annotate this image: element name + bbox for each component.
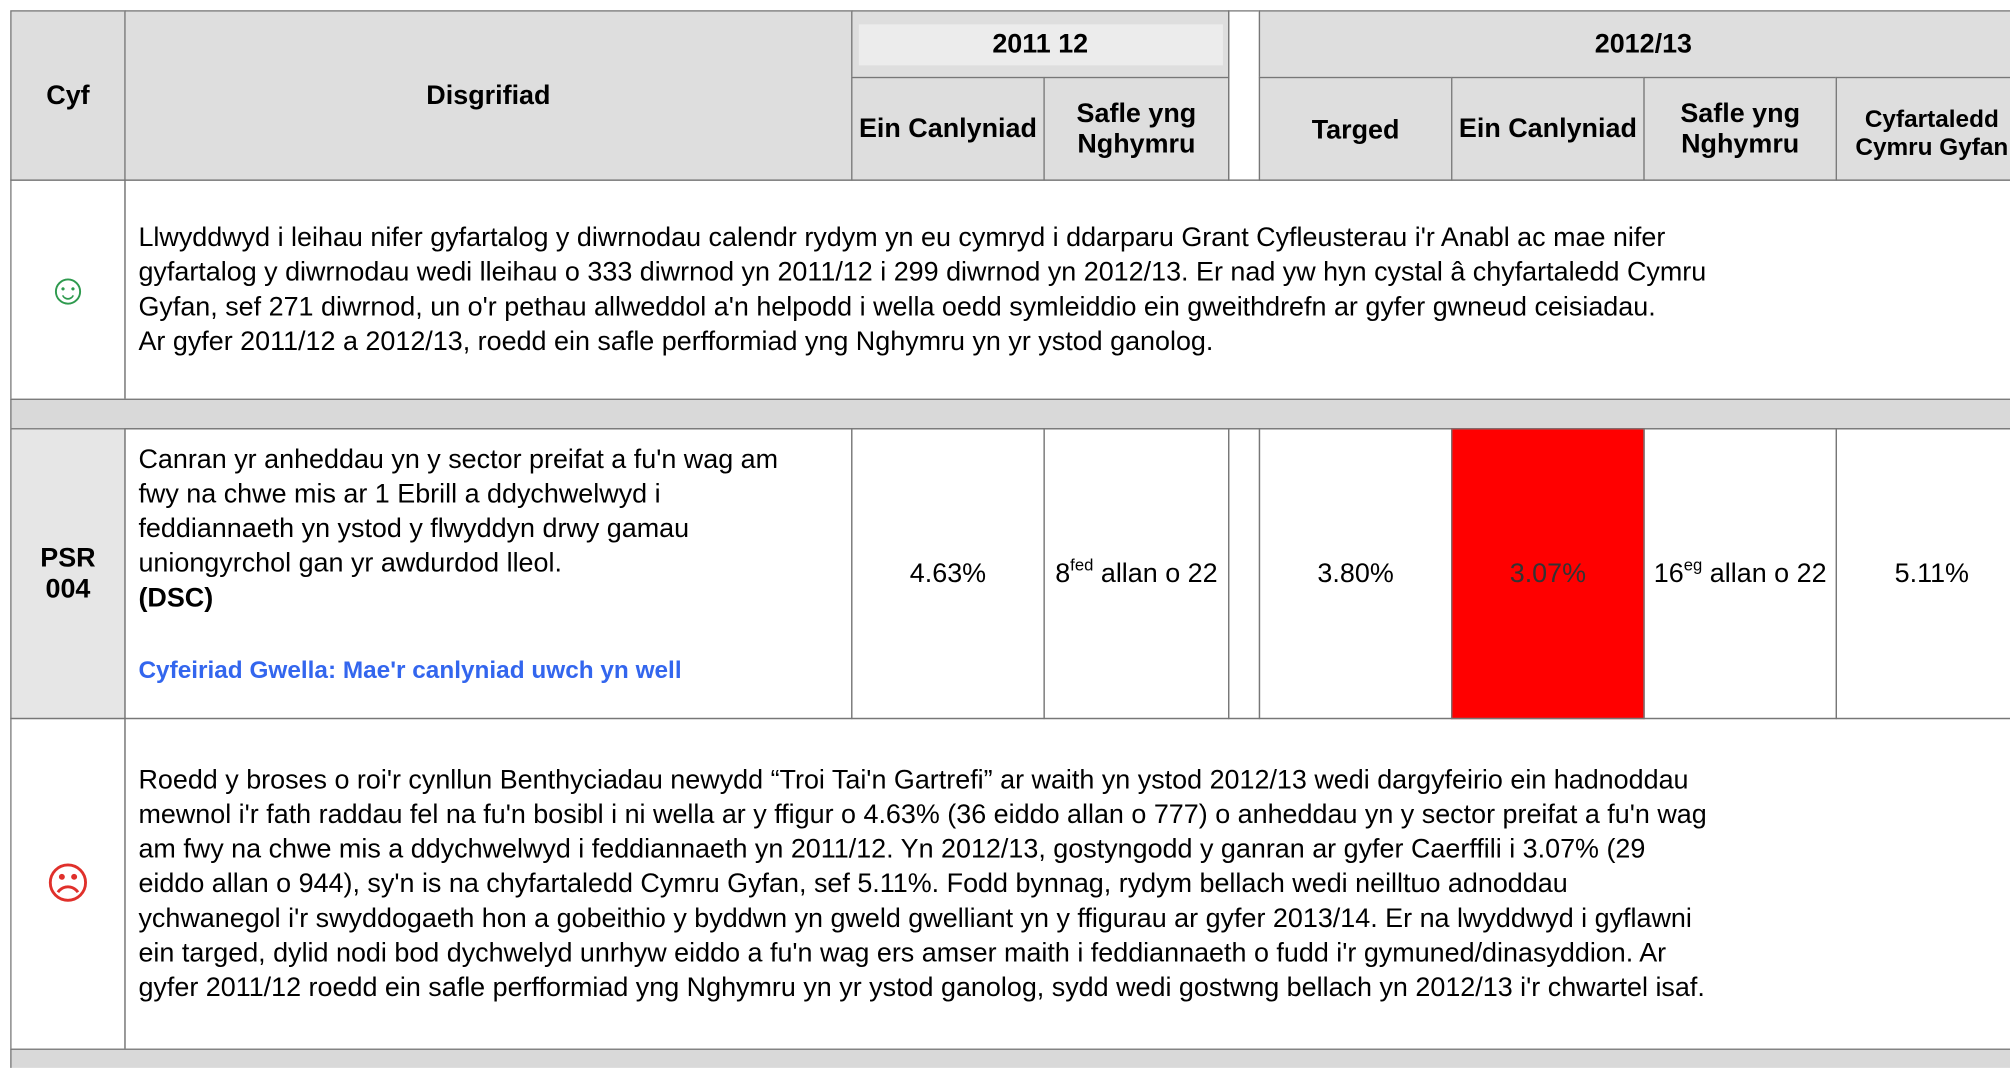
- rank-rest: allan o 22: [1100, 558, 1218, 588]
- header-ref: Cyf: [10, 10, 126, 181]
- line: eiddo allan o 944), sy'n is na chyfartal…: [138, 869, 1568, 899]
- header-col: Safle yng Nghymru: [1043, 76, 1230, 181]
- result-red: 3.07%: [1451, 428, 1645, 720]
- header-description: Disgrifiad: [124, 10, 853, 181]
- line: ychwanegol i'r swyddogaeth hon a gobeith…: [138, 903, 1692, 934]
- frown: ☹: [10, 717, 126, 1050]
- rank: 8fed allan o 22: [1043, 428, 1230, 720]
- description-cell: Canran yr anheddau yn y sector preifat a…: [124, 428, 853, 720]
- separator: [10, 398, 2010, 430]
- rank-rest: allan o 22: [1709, 558, 1827, 588]
- header-col: Cyfartaledd Cymru Gyfan: [1835, 76, 2010, 181]
- spacer: [1228, 10, 1261, 181]
- rank-num: 16: [1653, 558, 1684, 588]
- header-col: Ein Canlyniad: [1451, 76, 1645, 181]
- rank-num: 8: [1055, 558, 1071, 588]
- line: mewnol i'r fath raddau fel na fu'n bosib…: [138, 799, 1707, 830]
- ref: PSR 004: [10, 428, 126, 720]
- header-col: Safle yng Nghymru: [1643, 76, 1837, 181]
- rank-suffix: eg: [1683, 554, 1703, 574]
- tag: (DSC): [138, 583, 214, 613]
- header-col: Ein Canlyniad: [851, 76, 1045, 181]
- line: Llwyddwyd i leihau nifer gyfartalog y di…: [138, 223, 1666, 253]
- line: gyfartalog y diwrnodau wedi lleihau o 33…: [138, 257, 1707, 288]
- rank: 16eg allan o 22: [1643, 428, 1837, 720]
- wales-average: 5.11%: [1835, 428, 2010, 720]
- header-col: Targed: [1258, 76, 1453, 181]
- line: Gyfan, sef 271 diwrnod, un o'r pethau al…: [138, 292, 1656, 322]
- improvement: Cyfeiriad Gwella: Mae'r canlyniad uwch y…: [138, 657, 682, 685]
- result: 4.63%: [851, 428, 1045, 720]
- line: Roedd y broses o roi'r cynllun Benthycia…: [138, 765, 1689, 795]
- line: Ar gyfer 2011/12 a 2012/13, roedd ein sa…: [138, 326, 1214, 357]
- spacer: [1228, 428, 1261, 720]
- summary: Llwyddwyd i leihau nifer gyfartalog y di…: [124, 179, 2010, 400]
- separator: [10, 1048, 2010, 1068]
- line: am fwy na chwe mis a ddychwelwyd i feddi…: [138, 834, 1646, 865]
- smiley: ☺: [10, 179, 126, 400]
- summary: Roedd y broses o roi'r cynllun Benthycia…: [124, 717, 2010, 1050]
- header-period: 2012/13: [1258, 10, 2010, 79]
- period-label: 2011 12: [858, 23, 1223, 65]
- header-period: 2011 12: [851, 10, 1230, 79]
- rank-suffix: fed: [1070, 554, 1094, 574]
- line: gyfer 2011/12 roedd ein safle perfformia…: [138, 972, 1705, 1003]
- description: Canran yr anheddau yn y sector preifat a…: [138, 444, 779, 579]
- period-label: 2012/13: [1594, 28, 1693, 59]
- line: ein targed, dylid nodi bod dychwelyd unr…: [138, 938, 1667, 968]
- target: 3.80%: [1258, 428, 1453, 720]
